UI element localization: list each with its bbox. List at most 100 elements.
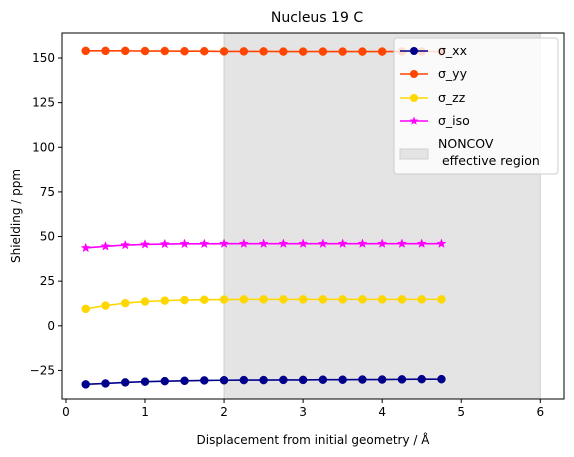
legend-marker: [410, 70, 418, 78]
data-point: [416, 238, 427, 248]
legend-label: σ_xx: [438, 43, 467, 58]
data-point: [318, 375, 328, 384]
y-tick-label: 25: [40, 274, 55, 288]
y-tick-label: 150: [32, 51, 55, 65]
data-point: [200, 376, 209, 385]
data-point: [318, 47, 328, 56]
y-axis: −25 0 25 50 75 100 125 150: [30, 51, 62, 377]
legend-marker: [410, 47, 418, 55]
data-point: [160, 46, 170, 56]
data-point: [101, 301, 110, 310]
data-point: [180, 46, 189, 56]
data-point: [160, 296, 170, 305]
x-tick-label: 4: [378, 405, 386, 419]
data-point: [199, 238, 210, 249]
x-tick-label: 5: [457, 405, 465, 419]
data-point: [298, 375, 308, 385]
series-0: [81, 374, 446, 389]
x-tick-label: 3: [299, 405, 307, 419]
data-point: [180, 376, 189, 386]
data-point: [180, 295, 189, 305]
legend-label: σ_zz: [438, 90, 466, 105]
x-axis: 0 1 2 3 4 5 6: [62, 399, 544, 419]
data-point: [377, 375, 387, 384]
x-tick-label: 1: [141, 405, 149, 419]
legend-entry-region: NONCOV effective region: [399, 136, 540, 168]
data-point: [338, 375, 347, 384]
data-point: [279, 375, 288, 385]
y-tick-label: 125: [32, 96, 55, 110]
series-3: [80, 238, 447, 253]
data-point: [101, 379, 110, 388]
data-point: [258, 238, 269, 248]
data-point: [100, 241, 111, 251]
data-point: [259, 295, 268, 304]
data-point: [318, 295, 328, 304]
data-point: [140, 46, 150, 56]
data-point: [239, 375, 249, 385]
data-point: [179, 238, 190, 249]
legend-region-label: NONCOV: [438, 136, 494, 151]
data-point: [120, 298, 130, 308]
data-point: [101, 46, 110, 56]
data-point: [358, 375, 367, 384]
data-point: [397, 295, 407, 304]
legend-label: σ_iso: [438, 113, 470, 128]
legend-entry-3: σ_iso: [400, 113, 470, 128]
legend-entry-0: σ_xx: [400, 43, 467, 58]
data-point: [259, 375, 268, 385]
data-point: [81, 304, 90, 314]
data-point: [377, 295, 387, 304]
x-tick-label: 6: [536, 405, 544, 419]
data-point: [298, 295, 308, 304]
data-point: [338, 47, 347, 56]
data-point: [317, 238, 328, 248]
data-point: [139, 239, 151, 249]
data-point: [238, 238, 249, 248]
y-tick-label: 75: [40, 185, 55, 199]
legend-region-swatch: [399, 148, 429, 160]
data-point: [81, 46, 90, 56]
data-point: [200, 46, 209, 56]
data-point: [140, 377, 150, 386]
data-point: [279, 295, 288, 304]
data-point: [337, 238, 348, 248]
legend: σ_xx σ_yy σ_zz σ_iso NONCOV effective region: [393, 37, 559, 175]
data-point: [219, 47, 229, 56]
data-point: [120, 46, 130, 56]
data-point: [120, 239, 131, 250]
data-point: [279, 47, 288, 56]
y-tick-label: −25: [30, 363, 55, 377]
data-point: [396, 238, 408, 248]
axes-frame: [61, 32, 565, 400]
data-point: [239, 47, 249, 56]
data-point: [219, 295, 229, 304]
data-point: [298, 47, 308, 56]
data-point: [218, 238, 230, 248]
data-point: [377, 238, 388, 248]
data-point: [278, 238, 289, 248]
data-point: [159, 238, 170, 249]
y-tick-label: 0: [47, 319, 55, 333]
data-point: [358, 47, 367, 56]
data-point: [160, 376, 170, 386]
data-point: [120, 378, 130, 387]
data-point: [358, 295, 367, 304]
data-point: [219, 376, 229, 385]
y-axis-label: Shielding / ppm: [9, 169, 23, 263]
data-point: [200, 295, 209, 304]
data-point: [437, 295, 446, 304]
legend-marker: [410, 94, 418, 102]
data-point: [80, 242, 91, 253]
data-point: [140, 297, 150, 306]
x-tick-label: 2: [220, 405, 228, 419]
legend-box: [393, 37, 559, 175]
data-point: [259, 47, 268, 56]
y-tick-label: 50: [40, 230, 55, 244]
data-point: [239, 295, 249, 304]
legend-label: σ_yy: [438, 66, 468, 81]
legend-entry-2: σ_zz: [400, 90, 466, 105]
data-point: [397, 375, 407, 384]
data-point: [417, 374, 426, 384]
